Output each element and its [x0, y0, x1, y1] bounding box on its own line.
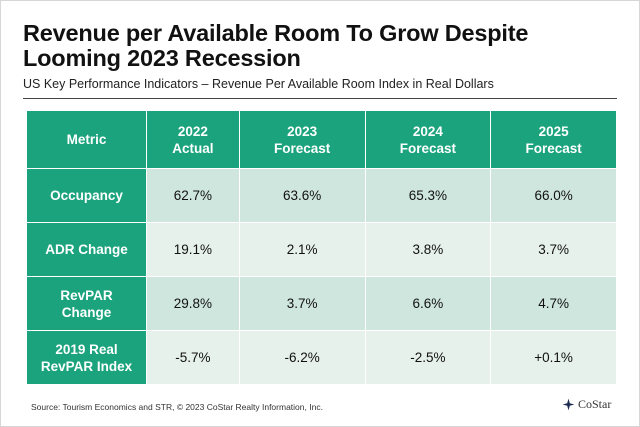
table-cell: 3.7%: [491, 223, 617, 277]
header-2025: 2025 Forecast: [491, 111, 617, 169]
metric-label: Change: [61, 304, 112, 320]
table-cell: -2.5%: [365, 331, 492, 385]
table-cell: +0.1%: [491, 331, 617, 385]
metric-label: RevPAR: [60, 287, 113, 303]
header-line: 2023: [287, 123, 318, 139]
header-2024: 2024 Forecast: [365, 111, 492, 169]
header-line: 2024: [412, 123, 443, 139]
metric-real-revpar-index: 2019 Real RevPAR Index: [27, 331, 147, 385]
metric-label: RevPAR Index: [40, 358, 133, 374]
costar-logo-icon: [562, 398, 575, 411]
header-line: Actual: [172, 140, 214, 156]
metric-revpar-change: RevPAR Change: [27, 277, 147, 331]
table-row: RevPAR Change 29.8% 3.7% 6.6% 4.7%: [27, 277, 617, 331]
table-cell: 19.1%: [147, 223, 240, 277]
page-subtitle: US Key Performance Indicators – Revenue …: [23, 77, 494, 91]
table-cell: 2.1%: [239, 223, 366, 277]
metric-occupancy: Occupancy: [27, 169, 147, 223]
table-cell: 62.7%: [147, 169, 240, 223]
table-cell: 3.7%: [239, 277, 366, 331]
table-cell: 4.7%: [491, 277, 617, 331]
page-title: Revenue per Available Room To Grow Despi…: [23, 20, 529, 71]
table-row: Occupancy 62.7% 63.6% 65.3% 66.0%: [27, 169, 617, 223]
source-note: Source: Tourism Economics and STR, © 202…: [31, 402, 323, 412]
header-line: Forecast: [273, 140, 331, 156]
header-2023: 2023 Forecast: [239, 111, 366, 169]
table-cell: -6.2%: [239, 331, 366, 385]
metric-adr-change: ADR Change: [27, 223, 147, 277]
header-2022: 2022 Actual: [147, 111, 240, 169]
table-cell: -5.7%: [147, 331, 240, 385]
divider: [23, 98, 617, 99]
header-line: 2022: [177, 123, 208, 139]
header-metric: Metric: [27, 111, 147, 169]
metric-label: 2019 Real: [55, 341, 118, 357]
header-line: Forecast: [525, 140, 582, 156]
costar-logo: CoStar: [562, 397, 611, 412]
logo-text: CoStar: [578, 397, 612, 411]
table-row: ADR Change 19.1% 2.1% 3.8% 3.7%: [27, 223, 617, 277]
header-line: Metric: [66, 132, 107, 147]
table-header-row: Metric 2022 Actual 2023 Forecast 2024 Fo…: [27, 111, 617, 169]
table-cell: 65.3%: [365, 169, 492, 223]
table-cell: 6.6%: [365, 277, 492, 331]
header-line: 2025: [538, 123, 569, 139]
table-row: 2019 Real RevPAR Index -5.7% -6.2% -2.5%…: [27, 331, 617, 385]
table-cell: 63.6%: [239, 169, 366, 223]
table-cell: 66.0%: [491, 169, 617, 223]
table-cell: 3.8%: [365, 223, 492, 277]
header-line: Forecast: [399, 140, 456, 156]
metric-label: ADR Change: [45, 242, 128, 257]
kpi-table: Metric 2022 Actual 2023 Forecast 2024 Fo…: [27, 111, 617, 385]
table-cell: 29.8%: [147, 277, 240, 331]
metric-label: Occupancy: [50, 188, 123, 203]
